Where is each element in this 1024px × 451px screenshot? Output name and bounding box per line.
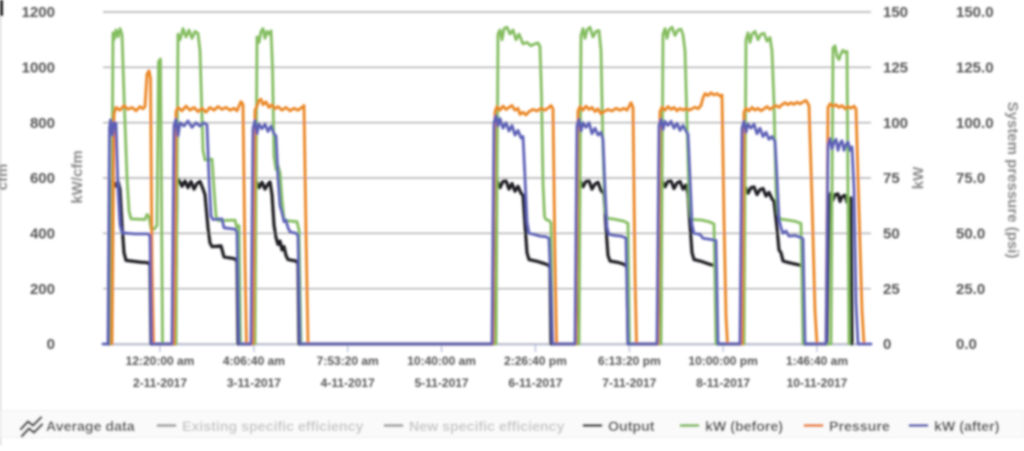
- svg-text:System pressure (psi): System pressure (psi): [1004, 102, 1021, 259]
- svg-text:1:46:40 am: 1:46:40 am: [786, 354, 848, 368]
- svg-text:25.0: 25.0: [956, 281, 985, 298]
- svg-text:10:00:00 pm: 10:00:00 pm: [688, 354, 757, 368]
- svg-text:2-11-2017: 2-11-2017: [133, 376, 187, 390]
- svg-text:125.0: 125.0: [956, 60, 994, 77]
- svg-text:150.0: 150.0: [956, 4, 994, 21]
- svg-text:0: 0: [883, 336, 891, 353]
- svg-text:10-11-2017: 10-11-2017: [787, 376, 848, 390]
- svg-text:6-11-2017: 6-11-2017: [508, 376, 562, 390]
- svg-text:150: 150: [883, 4, 908, 21]
- svg-text:4:06:40 am: 4:06:40 am: [223, 354, 285, 368]
- svg-text:600: 600: [30, 170, 55, 187]
- svg-text:75: 75: [883, 170, 900, 187]
- svg-text:1200: 1200: [22, 4, 55, 21]
- svg-text:kW/cfm: kW/cfm: [69, 150, 86, 203]
- svg-text:1000: 1000: [22, 60, 55, 77]
- svg-text:10:40:00 am: 10:40:00 am: [407, 354, 476, 368]
- svg-text:2:26:40 pm: 2:26:40 pm: [504, 354, 567, 368]
- svg-text:Existing specific efficiency: Existing specific efficiency: [182, 419, 363, 435]
- svg-text:125: 125: [883, 60, 908, 77]
- svg-text:200: 200: [30, 281, 55, 298]
- svg-text:400: 400: [30, 226, 55, 243]
- svg-text:cfm: cfm: [0, 164, 11, 191]
- svg-text:7-11-2017: 7-11-2017: [602, 376, 656, 390]
- svg-text:100.0: 100.0: [956, 115, 994, 132]
- svg-text:3-11-2017: 3-11-2017: [227, 376, 281, 390]
- svg-text:800: 800: [30, 115, 55, 132]
- svg-text:kW (before): kW (before): [705, 419, 783, 435]
- svg-text:25: 25: [883, 281, 900, 298]
- svg-text:8-11-2017: 8-11-2017: [696, 376, 750, 390]
- svg-text:50.0: 50.0: [956, 226, 985, 243]
- svg-text:100: 100: [883, 115, 908, 132]
- svg-text:50: 50: [883, 226, 900, 243]
- svg-text:Pressure: Pressure: [829, 419, 890, 435]
- svg-text:75.0: 75.0: [956, 170, 985, 187]
- svg-text:Output: Output: [608, 419, 655, 435]
- svg-text:New specific efficiency: New specific efficiency: [409, 419, 564, 435]
- svg-text:5-11-2017: 5-11-2017: [415, 376, 469, 390]
- svg-text:6:13:20 pm: 6:13:20 pm: [598, 354, 661, 368]
- svg-text:kW (after): kW (after): [934, 419, 1000, 435]
- svg-text:kW: kW: [910, 166, 927, 189]
- svg-text:7:53:20 am: 7:53:20 am: [317, 354, 379, 368]
- svg-text:Average data: Average data: [46, 419, 135, 435]
- svg-text:4-11-2017: 4-11-2017: [321, 376, 375, 390]
- svg-text:12:20:00 am: 12:20:00 am: [126, 354, 195, 368]
- svg-text:0.0: 0.0: [956, 336, 977, 353]
- svg-text:0: 0: [47, 336, 55, 353]
